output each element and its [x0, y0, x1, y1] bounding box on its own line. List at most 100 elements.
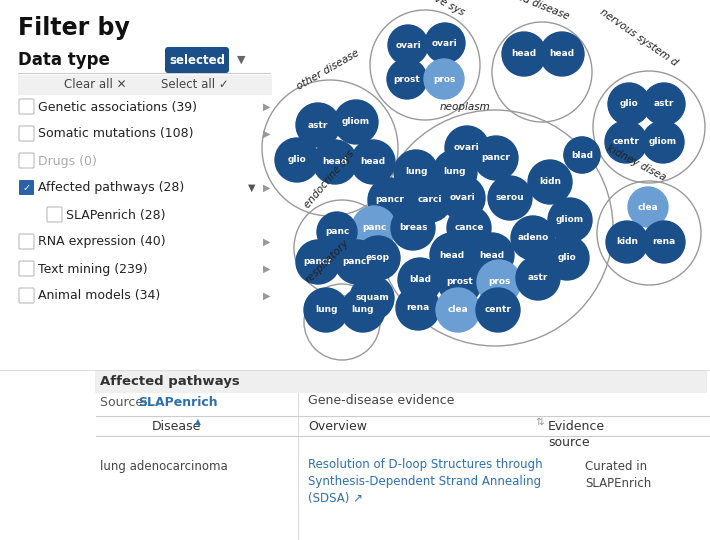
Circle shape — [296, 103, 340, 147]
Text: endocrine sys: endocrine sys — [302, 148, 356, 210]
Text: ovari: ovari — [454, 144, 480, 152]
Text: Curated in
SLAPEnrich: Curated in SLAPEnrich — [585, 460, 651, 490]
Text: panc: panc — [324, 227, 349, 237]
Circle shape — [528, 160, 572, 204]
Circle shape — [351, 140, 395, 184]
Text: SLAPenrich (28): SLAPenrich (28) — [66, 208, 165, 221]
Circle shape — [564, 137, 600, 173]
Text: lung: lung — [444, 167, 466, 177]
Circle shape — [438, 260, 482, 304]
Text: ovari: ovari — [450, 193, 476, 202]
Circle shape — [356, 236, 400, 280]
Circle shape — [488, 176, 532, 220]
Circle shape — [317, 212, 357, 252]
Circle shape — [476, 288, 520, 332]
Text: rena: rena — [406, 303, 430, 313]
Text: clea: clea — [638, 202, 658, 212]
Circle shape — [470, 233, 514, 277]
Circle shape — [628, 187, 668, 227]
Text: astr: astr — [308, 120, 328, 130]
Text: centr: centr — [613, 138, 640, 146]
Text: ▶: ▶ — [263, 264, 271, 274]
Text: glio: glio — [620, 99, 638, 109]
Text: Source:: Source: — [100, 396, 151, 409]
Text: astr: astr — [528, 273, 548, 282]
Text: Animal models (34): Animal models (34) — [38, 289, 160, 302]
Text: SLAPenrich: SLAPenrich — [138, 396, 218, 409]
Text: ✓: ✓ — [23, 183, 31, 193]
Bar — [18, 75, 272, 95]
Circle shape — [433, 150, 477, 194]
Text: kidn: kidn — [616, 238, 638, 246]
Text: head: head — [322, 158, 348, 166]
Text: lung adenocarcinoma: lung adenocarcinoma — [100, 460, 228, 473]
Circle shape — [304, 288, 348, 332]
Circle shape — [425, 23, 465, 63]
Circle shape — [430, 233, 474, 277]
Text: rena: rena — [652, 238, 676, 246]
Text: ovari: ovari — [432, 38, 458, 48]
Text: prost: prost — [393, 75, 420, 84]
Text: respiratory: respiratory — [304, 238, 351, 285]
Text: Evidence
source: Evidence source — [548, 420, 605, 449]
Text: RNA expression (40): RNA expression (40) — [38, 235, 165, 248]
Circle shape — [516, 256, 560, 300]
Text: ▶: ▶ — [263, 102, 271, 112]
Text: Disease: Disease — [152, 420, 202, 433]
Circle shape — [511, 216, 555, 260]
Circle shape — [275, 138, 319, 182]
Text: head: head — [479, 251, 505, 260]
Text: esop: esop — [366, 253, 390, 262]
Circle shape — [388, 25, 428, 65]
Circle shape — [334, 100, 378, 144]
Text: Resolution of D-loop Structures through
Synthesis-Dependent Strand Annealing
(SD: Resolution of D-loop Structures through … — [308, 458, 542, 505]
Circle shape — [398, 258, 442, 302]
Text: glio: glio — [288, 156, 307, 165]
Text: head disease: head disease — [503, 0, 570, 22]
Circle shape — [445, 126, 489, 170]
Circle shape — [335, 240, 379, 284]
Text: Overview: Overview — [308, 420, 367, 433]
Text: pancr: pancr — [342, 258, 371, 267]
Text: ▲: ▲ — [195, 417, 201, 427]
Text: Gene-disease evidence: Gene-disease evidence — [308, 395, 454, 408]
FancyBboxPatch shape — [19, 180, 34, 195]
Text: breas: breas — [399, 224, 427, 233]
Text: ⇅: ⇅ — [535, 417, 544, 427]
Circle shape — [350, 276, 394, 320]
Text: head: head — [550, 50, 574, 58]
Text: Affected pathways (28): Affected pathways (28) — [38, 181, 185, 194]
Text: kidn: kidn — [539, 178, 561, 186]
Text: other disease: other disease — [295, 48, 361, 92]
Text: pros: pros — [488, 278, 510, 287]
Text: Select all ✓: Select all ✓ — [161, 78, 229, 91]
Text: ovari: ovari — [395, 40, 421, 50]
Text: head: head — [439, 251, 464, 260]
Circle shape — [424, 59, 464, 99]
Text: astr: astr — [654, 99, 674, 109]
Circle shape — [608, 83, 650, 125]
Text: nervous system d: nervous system d — [598, 7, 679, 68]
Circle shape — [436, 288, 480, 332]
Circle shape — [352, 206, 396, 250]
Text: Genetic associations (39): Genetic associations (39) — [38, 100, 197, 113]
Circle shape — [545, 236, 589, 280]
Text: ▶: ▶ — [263, 129, 271, 139]
Circle shape — [477, 260, 521, 304]
FancyBboxPatch shape — [19, 126, 34, 141]
FancyBboxPatch shape — [19, 99, 34, 114]
Circle shape — [441, 176, 485, 220]
Circle shape — [341, 288, 385, 332]
FancyBboxPatch shape — [165, 47, 229, 73]
Text: gliom: gliom — [556, 215, 584, 225]
Text: cance: cance — [454, 224, 484, 233]
Text: serou: serou — [496, 193, 524, 202]
Text: Data type: Data type — [18, 51, 110, 69]
Text: Affected pathways: Affected pathways — [100, 375, 240, 388]
Text: pancr: pancr — [481, 153, 510, 163]
Circle shape — [396, 286, 440, 330]
Circle shape — [502, 32, 546, 76]
Text: lung: lung — [315, 306, 337, 314]
Text: clea: clea — [447, 306, 469, 314]
Text: ▼: ▼ — [237, 55, 246, 65]
